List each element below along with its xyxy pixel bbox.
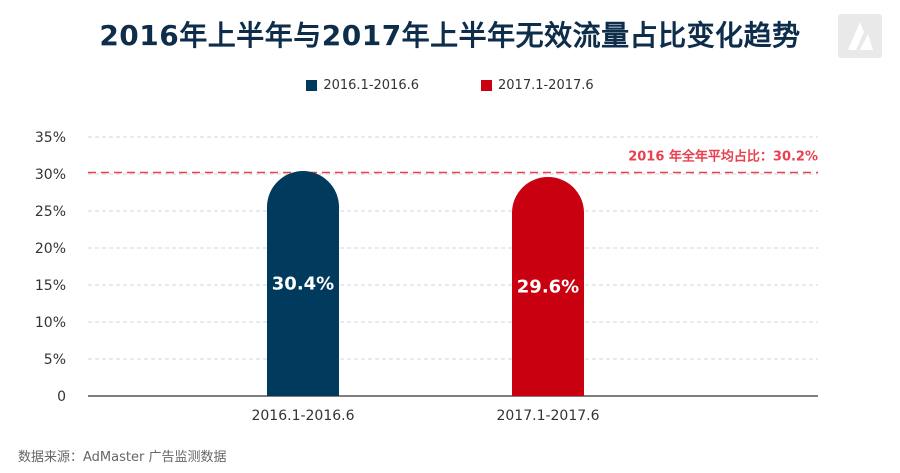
y-tick-label: 15% <box>35 278 66 294</box>
x-tick-label: 2017.1-2017.6 <box>496 408 599 424</box>
reference-line-label: 2016 年全年平均占比：30.2% <box>628 149 818 165</box>
y-tick-label: 30% <box>35 167 66 183</box>
legend-label-2017: 2017.1-2017.6 <box>498 78 594 93</box>
y-tick-label: 5% <box>44 352 66 368</box>
y-tick-label: 35% <box>35 130 66 146</box>
chart-title: 2016年上半年与2017年上半年无效流量占比变化趋势 <box>99 19 801 52</box>
bar <box>267 171 339 396</box>
y-tick-label: 10% <box>35 315 66 331</box>
bar-value-label: 30.4% <box>272 274 334 295</box>
legend: 2016.1-2016.6 2017.1-2017.6 <box>0 78 900 93</box>
y-tick-label: 25% <box>35 204 66 220</box>
legend-label-2016: 2016.1-2016.6 <box>323 78 419 93</box>
y-tick-label: 20% <box>35 241 66 257</box>
legend-swatch-2017 <box>481 80 492 91</box>
source-note: 数据来源：AdMaster 广告监测数据 <box>18 450 227 465</box>
bar <box>512 176 584 396</box>
y-tick-label: 0 <box>57 389 66 405</box>
legend-item-2016: 2016.1-2016.6 <box>306 78 419 93</box>
x-tick-label: 2016.1-2016.6 <box>251 408 354 424</box>
legend-swatch-2016 <box>306 80 318 91</box>
bar-value-label: 29.6% <box>517 276 579 297</box>
brand-logo-icon <box>838 14 882 58</box>
legend-item-2017: 2017.1-2017.6 <box>481 78 594 93</box>
